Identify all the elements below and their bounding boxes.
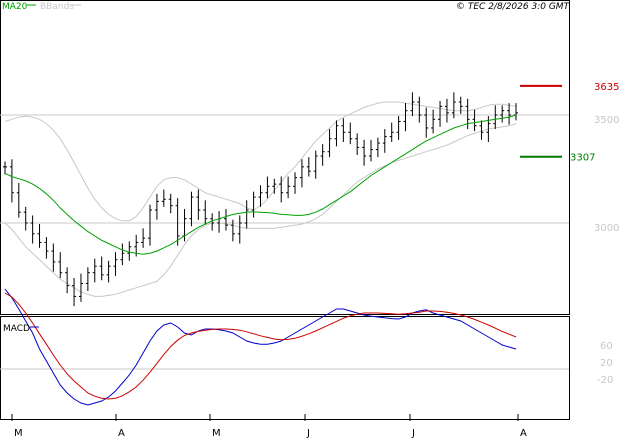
ohlc-bar [375, 137, 380, 158]
ohlc-bar [355, 133, 360, 155]
ohlc-bar [161, 189, 166, 207]
ohlc-bar [85, 267, 90, 292]
ohlc-bar [217, 211, 222, 233]
legend-ma20: MA20 [2, 2, 28, 12]
ohlc-bar [293, 172, 298, 194]
macd-tick-minus20: -20 [597, 375, 613, 386]
ohlc-bar [244, 200, 249, 229]
ohlc-bar [327, 129, 332, 158]
ohlc-bar [65, 267, 70, 294]
ohlc-bar [44, 237, 49, 259]
x-tick-j2: J [411, 428, 415, 439]
ohlc-bar [141, 228, 146, 248]
ohlc-bar [258, 185, 263, 207]
ohlc-bar [313, 150, 318, 179]
ohlc-bar [424, 107, 429, 138]
ohlc-bar [320, 144, 325, 166]
macd-title: MACD [3, 324, 30, 334]
ohlc-bar [403, 103, 408, 132]
x-tick-m2: M [212, 428, 221, 439]
ohlc-bar [389, 122, 394, 142]
x-tick-j1: J [306, 428, 310, 439]
macd-line [4, 288, 517, 406]
ohlc-bar [196, 189, 201, 220]
resistance-label: 3635 [594, 82, 619, 93]
bband-lower-line [4, 123, 517, 297]
ohlc-bar [37, 224, 42, 248]
ohlc-bar [16, 183, 21, 218]
macd-layer [4, 288, 517, 406]
ohlc-bar [251, 191, 256, 218]
ohlc-bar [148, 204, 153, 246]
ohlc-bar [265, 176, 270, 199]
candles-layer [3, 92, 518, 307]
y-tick-3000: 3000 [594, 223, 619, 234]
x-axis: M A M J J A [11, 414, 527, 439]
ohlc-bar [120, 243, 125, 266]
ohlc-bar [472, 109, 477, 132]
ohlc-bar [154, 193, 159, 220]
legend-bbands: BBands [40, 2, 74, 12]
ohlc-bar [348, 122, 353, 145]
ohlc-bar [168, 193, 173, 214]
ohlc-bar [286, 176, 291, 199]
ohlc-bar [493, 105, 498, 130]
ohlc-bar [3, 161, 7, 175]
ohlc-bar [279, 176, 284, 203]
ohlc-bar [106, 260, 111, 283]
macd-panel-frame [0, 316, 570, 420]
ma20-line [4, 114, 517, 255]
ma20-layer [4, 114, 517, 255]
ohlc-bar [341, 118, 346, 142]
ohlc-bar [334, 120, 339, 147]
ohlc-bar [410, 92, 415, 117]
ohlc-bar [368, 139, 373, 162]
ohlc-bar [444, 98, 449, 123]
signal-line [4, 292, 517, 400]
levels-layer: 3635 3307 [520, 82, 619, 164]
ohlc-bar [58, 252, 63, 279]
ohlc-bar [203, 200, 208, 225]
timestamp-label: © TEC 2/8/2026 3:0 GMT [456, 2, 571, 12]
x-tick-a2: A [520, 428, 527, 439]
ohlc-bar [127, 241, 132, 261]
ohlc-bar [362, 139, 367, 166]
ohlc-bar [479, 120, 484, 140]
ohlc-bar [51, 243, 56, 272]
x-tick-m1: M [14, 428, 23, 439]
ohlc-bar [306, 157, 311, 177]
ohlc-bar [99, 256, 104, 281]
ohlc-bar [382, 129, 387, 153]
ohlc-bar [237, 215, 242, 244]
macd-tick-20: 20 [600, 358, 613, 369]
ohlc-bar [438, 100, 443, 127]
ohlc-bar [396, 116, 401, 140]
ohlc-bar [299, 159, 304, 188]
ohlc-bar [30, 215, 35, 244]
x-tick-a1: A [118, 428, 125, 439]
ohlc-bar [23, 206, 28, 231]
ohlc-bar [500, 105, 505, 123]
ohlc-bar [417, 96, 422, 123]
ohlc-bar [223, 208, 228, 231]
price-panel-frame [0, 0, 570, 315]
ohlc-bar [431, 109, 436, 134]
y-tick-3500: 3500 [594, 115, 619, 126]
ohlc-bar [113, 252, 118, 276]
ohlc-bar [92, 258, 97, 283]
macd-tick-60: 60 [600, 341, 613, 352]
ohlc-bar [230, 219, 235, 242]
ohlc-bar [9, 159, 14, 203]
ohlc-bar [451, 92, 456, 119]
ohlc-bar [175, 198, 180, 246]
ohlc-bar [72, 278, 77, 307]
ohlc-bar [272, 178, 277, 194]
ohlc-bar [210, 213, 215, 231]
ohlc-bar [189, 191, 194, 227]
ohlc-bar [78, 273, 83, 302]
support-label: 3307 [570, 153, 595, 164]
ohlc-bar [458, 96, 463, 114]
ohlc-bar [507, 103, 512, 125]
